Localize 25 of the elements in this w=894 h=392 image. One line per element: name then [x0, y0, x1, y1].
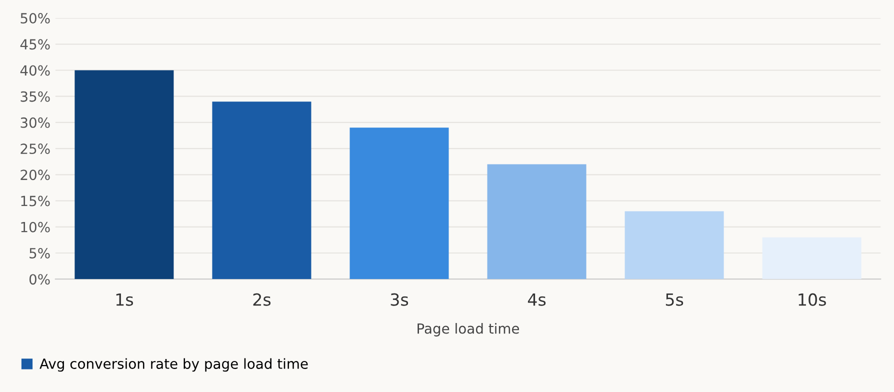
- y-tick-label: 15%: [21, 196, 50, 206]
- x-tick-label: 5s: [666, 294, 684, 306]
- bar: [487, 164, 586, 280]
- bar: [762, 237, 862, 280]
- bar: [624, 211, 724, 280]
- y-tick-label: 45%: [20, 39, 50, 50]
- y-tick-label: 40%: [20, 65, 50, 76]
- y-tick-label: 25%: [20, 144, 50, 154]
- x-axis-title: Page load time: [418, 323, 520, 336]
- y-tick-label: 20%: [20, 170, 50, 180]
- y-tick-label: 50%: [20, 13, 50, 24]
- x-tick-label: 2s: [253, 293, 271, 306]
- x-tick-label: 1s: [116, 294, 134, 306]
- y-tick-label: 5%: [30, 248, 50, 258]
- y-tick-label: 30%: [20, 117, 50, 128]
- y-tick-label: 0%: [29, 274, 50, 285]
- legend-label: Avg conversion rate by page load time: [40, 358, 308, 372]
- bar: [74, 70, 174, 280]
- y-tick-label: 35%: [20, 91, 50, 102]
- x-tick-label: 4s: [528, 294, 546, 306]
- bar: [212, 102, 312, 280]
- y-tick-label: 10%: [21, 222, 50, 232]
- x-tick-label: 3s: [390, 293, 408, 306]
- x-tick-label: 10s: [798, 293, 826, 306]
- bar: [350, 128, 449, 280]
